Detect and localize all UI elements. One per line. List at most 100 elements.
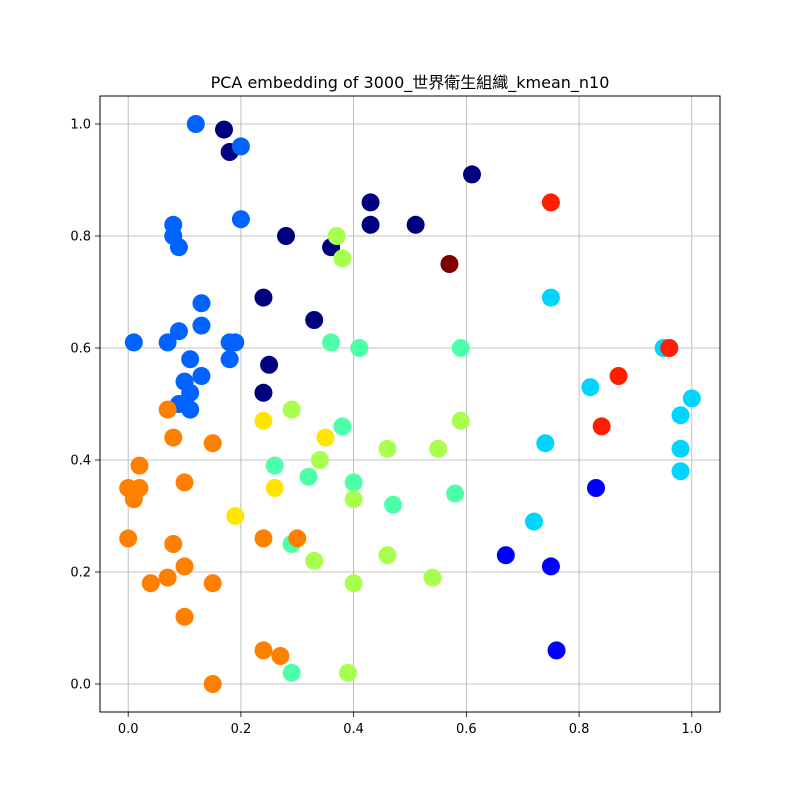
scatter-point [305,311,324,329]
scatter-point [265,479,284,497]
scatter-point [282,400,301,419]
scatter-point [260,355,279,374]
scatter-point [141,574,160,593]
scatter-point [406,215,425,234]
scatter-point [203,434,222,453]
scatter-point [541,557,560,576]
scatter-point [124,333,143,352]
scatter-point [192,367,211,385]
scatter-point [169,322,188,341]
x-tick-label: 1.0 [681,722,702,737]
scatter-point [158,333,177,352]
scatter-point [536,434,555,453]
scatter-point [547,641,566,660]
x-tick-label: 0.4 [343,722,364,737]
scatter-point [322,333,341,352]
scatter-point [541,193,560,212]
scatter-point [671,439,690,458]
scatter-point [254,529,273,548]
scatter-point [451,339,470,357]
x-axis-ticks: 0.0 0.2 0.4 0.6 0.8 1.0 [118,712,702,737]
scatter-point [592,417,611,436]
scatter-point [254,411,273,430]
x-tick-label: 0.0 [118,722,139,737]
scatter-point [271,647,290,665]
scatter-point [350,339,369,357]
scatter-point [124,490,143,509]
scatter-point [333,417,352,436]
scatter-point [463,165,481,184]
scatter-point [186,115,205,133]
scatter-point [164,535,183,553]
scatter-point [158,568,177,587]
scatter-point [671,462,690,481]
scatter-point [423,568,442,587]
scatter-point [378,439,397,458]
scatter-point [384,495,403,514]
scatter-point [378,546,397,565]
scatter-point [175,557,194,576]
scatter-point [327,227,346,245]
scatter-point [175,607,194,626]
scatter-point [175,473,194,492]
scatter-point [339,663,357,682]
scatter-point [226,507,245,525]
scatter-point [181,350,200,369]
scatter-point [254,288,273,307]
scatter-point [609,367,628,385]
y-tick-label: 0.8 [70,230,91,245]
scatter-point [440,255,459,273]
scatter-point [203,675,222,693]
scatter-point [181,383,200,402]
scatter-point [660,339,679,357]
y-tick-label: 1.0 [70,118,91,133]
scatter-point [288,529,307,548]
x-tick-label: 0.8 [569,722,590,737]
scatter-point [215,120,233,139]
scatter-point [254,383,273,402]
scatter-point [581,378,600,397]
scatter-point [361,215,380,234]
scatter-point [429,439,448,458]
scatter-point [282,663,301,682]
scatter-point [220,350,239,369]
scatter-point [158,400,177,419]
scatter-point [305,551,324,570]
x-tick-label: 0.2 [231,722,252,737]
y-tick-label: 0.6 [70,342,91,357]
x-tick-label: 0.6 [456,722,477,737]
scatter-point [587,479,605,497]
scatter-point [192,316,211,335]
scatter-point [496,546,515,565]
y-axis-ticks: 0.0 0.2 0.4 0.6 0.8 1.0 [70,118,100,693]
scatter-point [231,210,250,229]
scatter-point [130,456,149,475]
scatter-point [344,574,363,593]
scatter-point [525,512,543,531]
scatter-point [682,389,701,408]
scatter-point [333,249,352,268]
scatter-point [541,288,560,307]
scatter-point [203,574,222,593]
scatter-point [265,456,284,475]
scatter-point [181,400,200,419]
y-tick-label: 0.0 [70,678,91,693]
scatter-point [446,484,465,503]
plot-frame [99,95,721,713]
scatter-point [299,467,318,486]
scatter-point [119,529,138,548]
scatter-point [361,193,380,212]
chart-title: PCA embedding of 3000_世界衛生組織_kmean_n10 [211,73,610,93]
scatter-point [344,490,363,509]
scatter-point [164,428,183,447]
scatter-point [316,428,335,447]
scatter-point [254,641,273,660]
scatter-point [226,333,245,352]
scatter-point [671,406,690,425]
scatter-point [231,137,250,156]
scatter-point [344,473,363,492]
scatter-point [451,411,470,430]
scatter-point [192,294,211,313]
